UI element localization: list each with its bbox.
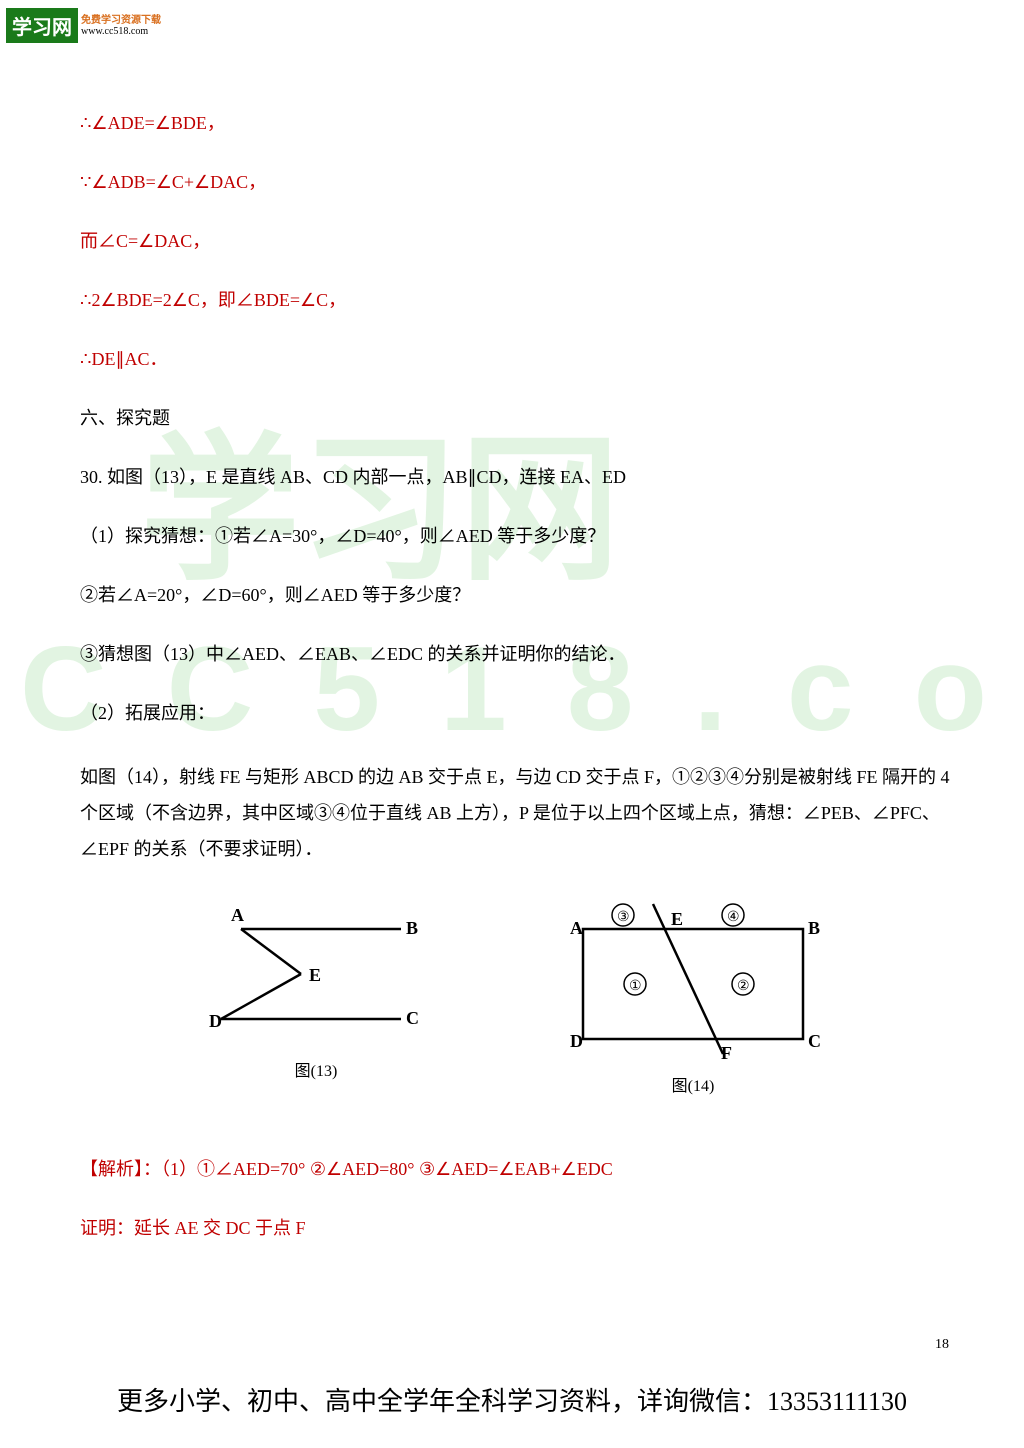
svg-text:E: E (309, 965, 321, 985)
figures-row: A B C D E 图(13) A B C D E F ① ② (140, 899, 894, 1096)
figure-14: A B C D E F ① ② ③ ④ 图(14) (553, 899, 833, 1096)
figure-13: A B C D E 图(13) (201, 899, 431, 1096)
figure-13-svg: A B C D E (201, 899, 431, 1049)
figure-13-caption: 图(13) (295, 1057, 338, 1081)
section-title: 六、探究题 (80, 405, 954, 432)
solution-line: 证明：延长 AE 交 DC 于点 F (80, 1215, 954, 1242)
svg-text:C: C (406, 1008, 419, 1028)
svg-text:B: B (808, 918, 820, 938)
question-text: 如图（14），射线 FE 与矩形 ABCD 的边 AB 交于点 E，与边 CD … (80, 759, 954, 867)
question-text: ③猜想图（13）中∠AED、∠EAB、∠EDC 的关系并证明你的结论． (80, 641, 954, 668)
site-logo: 学习网 免费学习资源下载 www.cc518.com (6, 8, 161, 43)
figure-14-caption: 图(14) (672, 1072, 715, 1096)
svg-text:D: D (570, 1031, 583, 1051)
svg-text:②: ② (737, 979, 750, 994)
page-content: ∴∠ADE=∠BDE， ∵∠ADB=∠C+∠DAC， 而∠C=∠DAC， ∴2∠… (80, 110, 954, 1274)
logo-subtext: 免费学习资源下载 www.cc518.com (81, 15, 161, 37)
svg-text:F: F (721, 1043, 732, 1063)
svg-text:E: E (671, 909, 683, 929)
logo-subtitle: 免费学习资源下载 (81, 15, 161, 26)
proof-line: ∵∠ADB=∠C+∠DAC， (80, 169, 954, 196)
svg-text:C: C (808, 1031, 821, 1051)
svg-text:A: A (570, 918, 583, 938)
proof-line: 而∠C=∠DAC， (80, 228, 954, 255)
question-text: ②若∠A=20°，∠D=60°，则∠AED 等于多少度？ (80, 582, 954, 609)
svg-text:B: B (406, 918, 418, 938)
svg-text:①: ① (629, 979, 642, 994)
logo-main: 学习网 (6, 8, 78, 43)
proof-line: ∴DE∥AC． (80, 346, 954, 373)
question-text: （2）拓展应用： (80, 700, 954, 727)
page-number: 18 (935, 1337, 949, 1353)
proof-line: ∴∠ADE=∠BDE， (80, 110, 954, 137)
question-text: （1）探究猜想：①若∠A=30°，∠D=40°，则∠AED 等于多少度？ (80, 523, 954, 550)
logo-url: www.cc518.com (81, 26, 161, 37)
figure-14-svg: A B C D E F ① ② ③ ④ (553, 899, 833, 1064)
svg-text:③: ③ (617, 910, 630, 925)
svg-text:④: ④ (727, 910, 740, 925)
footer-text: 更多小学、初中、高中全学年全科学习资料，详询微信：13353111130 (0, 1381, 1024, 1418)
svg-text:D: D (209, 1011, 222, 1031)
svg-text:A: A (231, 905, 244, 925)
solution-line: 【解析】：（1）①∠AED=70° ②∠AED=80° ③∠AED=∠EAB+∠… (80, 1156, 954, 1183)
proof-line: ∴2∠BDE=2∠C，即∠BDE=∠C， (80, 287, 954, 314)
question-text: 30. 如图（13），E 是直线 AB、CD 内部一点，AB∥CD，连接 EA、… (80, 464, 954, 491)
